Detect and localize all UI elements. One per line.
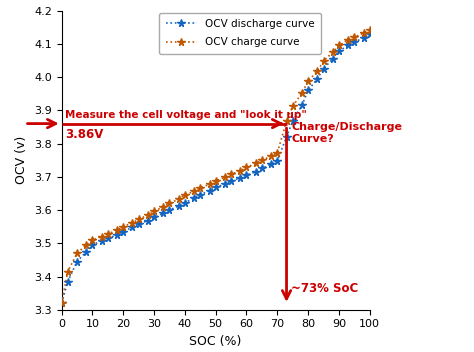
OCV charge curve xyxy=(99,234,104,239)
OCV charge curve xyxy=(191,189,197,194)
OCV charge curve xyxy=(160,205,166,209)
OCV charge curve xyxy=(74,251,80,255)
OCV discharge curve xyxy=(290,119,296,123)
OCV discharge curve xyxy=(345,43,351,48)
OCV charge curve xyxy=(176,197,182,201)
OCV discharge curve xyxy=(145,219,151,223)
OCV charge curve xyxy=(197,186,203,190)
Y-axis label: OCV (v): OCV (v) xyxy=(16,136,28,184)
OCV discharge curve xyxy=(59,301,64,305)
OCV discharge curve xyxy=(299,103,305,107)
OCV discharge curve xyxy=(336,49,342,53)
OCV charge curve xyxy=(120,225,126,229)
OCV discharge curve xyxy=(167,208,173,212)
OCV discharge curve xyxy=(367,32,373,37)
Text: Charge/Discharge
Curve?: Charge/Discharge Curve? xyxy=(291,122,402,144)
Line: OCV discharge curve: OCV discharge curve xyxy=(58,31,374,307)
OCV discharge curve xyxy=(213,185,219,189)
OCV discharge curve xyxy=(151,215,157,219)
OCV charge curve xyxy=(274,151,280,155)
OCV discharge curve xyxy=(321,67,327,71)
OCV charge curve xyxy=(321,59,327,63)
OCV charge curve xyxy=(336,43,342,48)
OCV discharge curve xyxy=(352,40,357,44)
OCV charge curve xyxy=(65,269,71,274)
OCV discharge curve xyxy=(83,250,89,254)
OCV charge curve xyxy=(222,175,228,180)
OCV charge curve xyxy=(83,243,89,247)
Text: 3.86V: 3.86V xyxy=(64,127,103,140)
OCV charge curve xyxy=(268,154,274,158)
Text: ~73% SoC: ~73% SoC xyxy=(291,282,358,295)
OCV charge curve xyxy=(145,213,151,217)
OCV discharge curve xyxy=(114,233,120,237)
OCV discharge curve xyxy=(222,182,228,186)
OCV discharge curve xyxy=(65,279,71,284)
OCV charge curve xyxy=(136,217,141,221)
OCV discharge curve xyxy=(160,211,166,215)
OCV discharge curve xyxy=(228,179,234,183)
OCV discharge curve xyxy=(74,259,80,264)
OCV discharge curve xyxy=(259,166,264,171)
OCV discharge curve xyxy=(237,176,243,180)
OCV charge curve xyxy=(283,119,289,123)
OCV charge curve xyxy=(237,169,243,173)
OCV discharge curve xyxy=(90,243,95,247)
OCV charge curve xyxy=(253,161,259,165)
OCV discharge curve xyxy=(305,88,311,93)
OCV discharge curve xyxy=(253,170,259,174)
OCV discharge curve xyxy=(197,193,203,197)
OCV charge curve xyxy=(151,209,157,213)
OCV charge curve xyxy=(315,69,320,73)
OCV discharge curve xyxy=(182,201,188,205)
OCV charge curve xyxy=(105,232,111,236)
OCV discharge curve xyxy=(136,222,141,226)
OCV charge curve xyxy=(114,228,120,232)
OCV charge curve xyxy=(244,165,249,170)
OCV charge curve xyxy=(213,179,219,183)
OCV discharge curve xyxy=(244,173,249,177)
OCV charge curve xyxy=(182,193,188,197)
OCV charge curve xyxy=(345,38,351,42)
OCV discharge curve xyxy=(274,159,280,163)
OCV discharge curve xyxy=(99,239,104,243)
OCV charge curve xyxy=(207,182,212,186)
Legend: OCV discharge curve, OCV charge curve: OCV discharge curve, OCV charge curve xyxy=(159,13,321,54)
OCV discharge curve xyxy=(207,189,212,193)
OCV charge curve xyxy=(352,35,357,39)
OCV discharge curve xyxy=(268,162,274,166)
OCV discharge curve xyxy=(176,204,182,208)
OCV charge curve xyxy=(330,50,336,54)
Line: OCV charge curve: OCV charge curve xyxy=(58,26,374,307)
OCV charge curve xyxy=(299,91,305,95)
OCV discharge curve xyxy=(120,230,126,234)
OCV discharge curve xyxy=(315,77,320,81)
OCV charge curve xyxy=(361,31,366,35)
OCV discharge curve xyxy=(330,57,336,61)
OCV charge curve xyxy=(167,201,173,206)
OCV discharge curve xyxy=(191,196,197,200)
Text: Measure the cell voltage and "look it up": Measure the cell voltage and "look it up… xyxy=(64,109,307,120)
OCV charge curve xyxy=(129,221,136,225)
OCV charge curve xyxy=(90,238,95,242)
X-axis label: SOC (%): SOC (%) xyxy=(190,335,242,348)
OCV charge curve xyxy=(305,79,311,83)
OCV discharge curve xyxy=(105,236,111,240)
OCV charge curve xyxy=(367,28,373,32)
OCV discharge curve xyxy=(129,225,136,230)
OCV charge curve xyxy=(290,104,296,108)
OCV charge curve xyxy=(228,172,234,176)
OCV charge curve xyxy=(259,158,264,162)
OCV discharge curve xyxy=(361,36,366,40)
OCV discharge curve xyxy=(283,135,289,139)
OCV charge curve xyxy=(59,301,64,305)
